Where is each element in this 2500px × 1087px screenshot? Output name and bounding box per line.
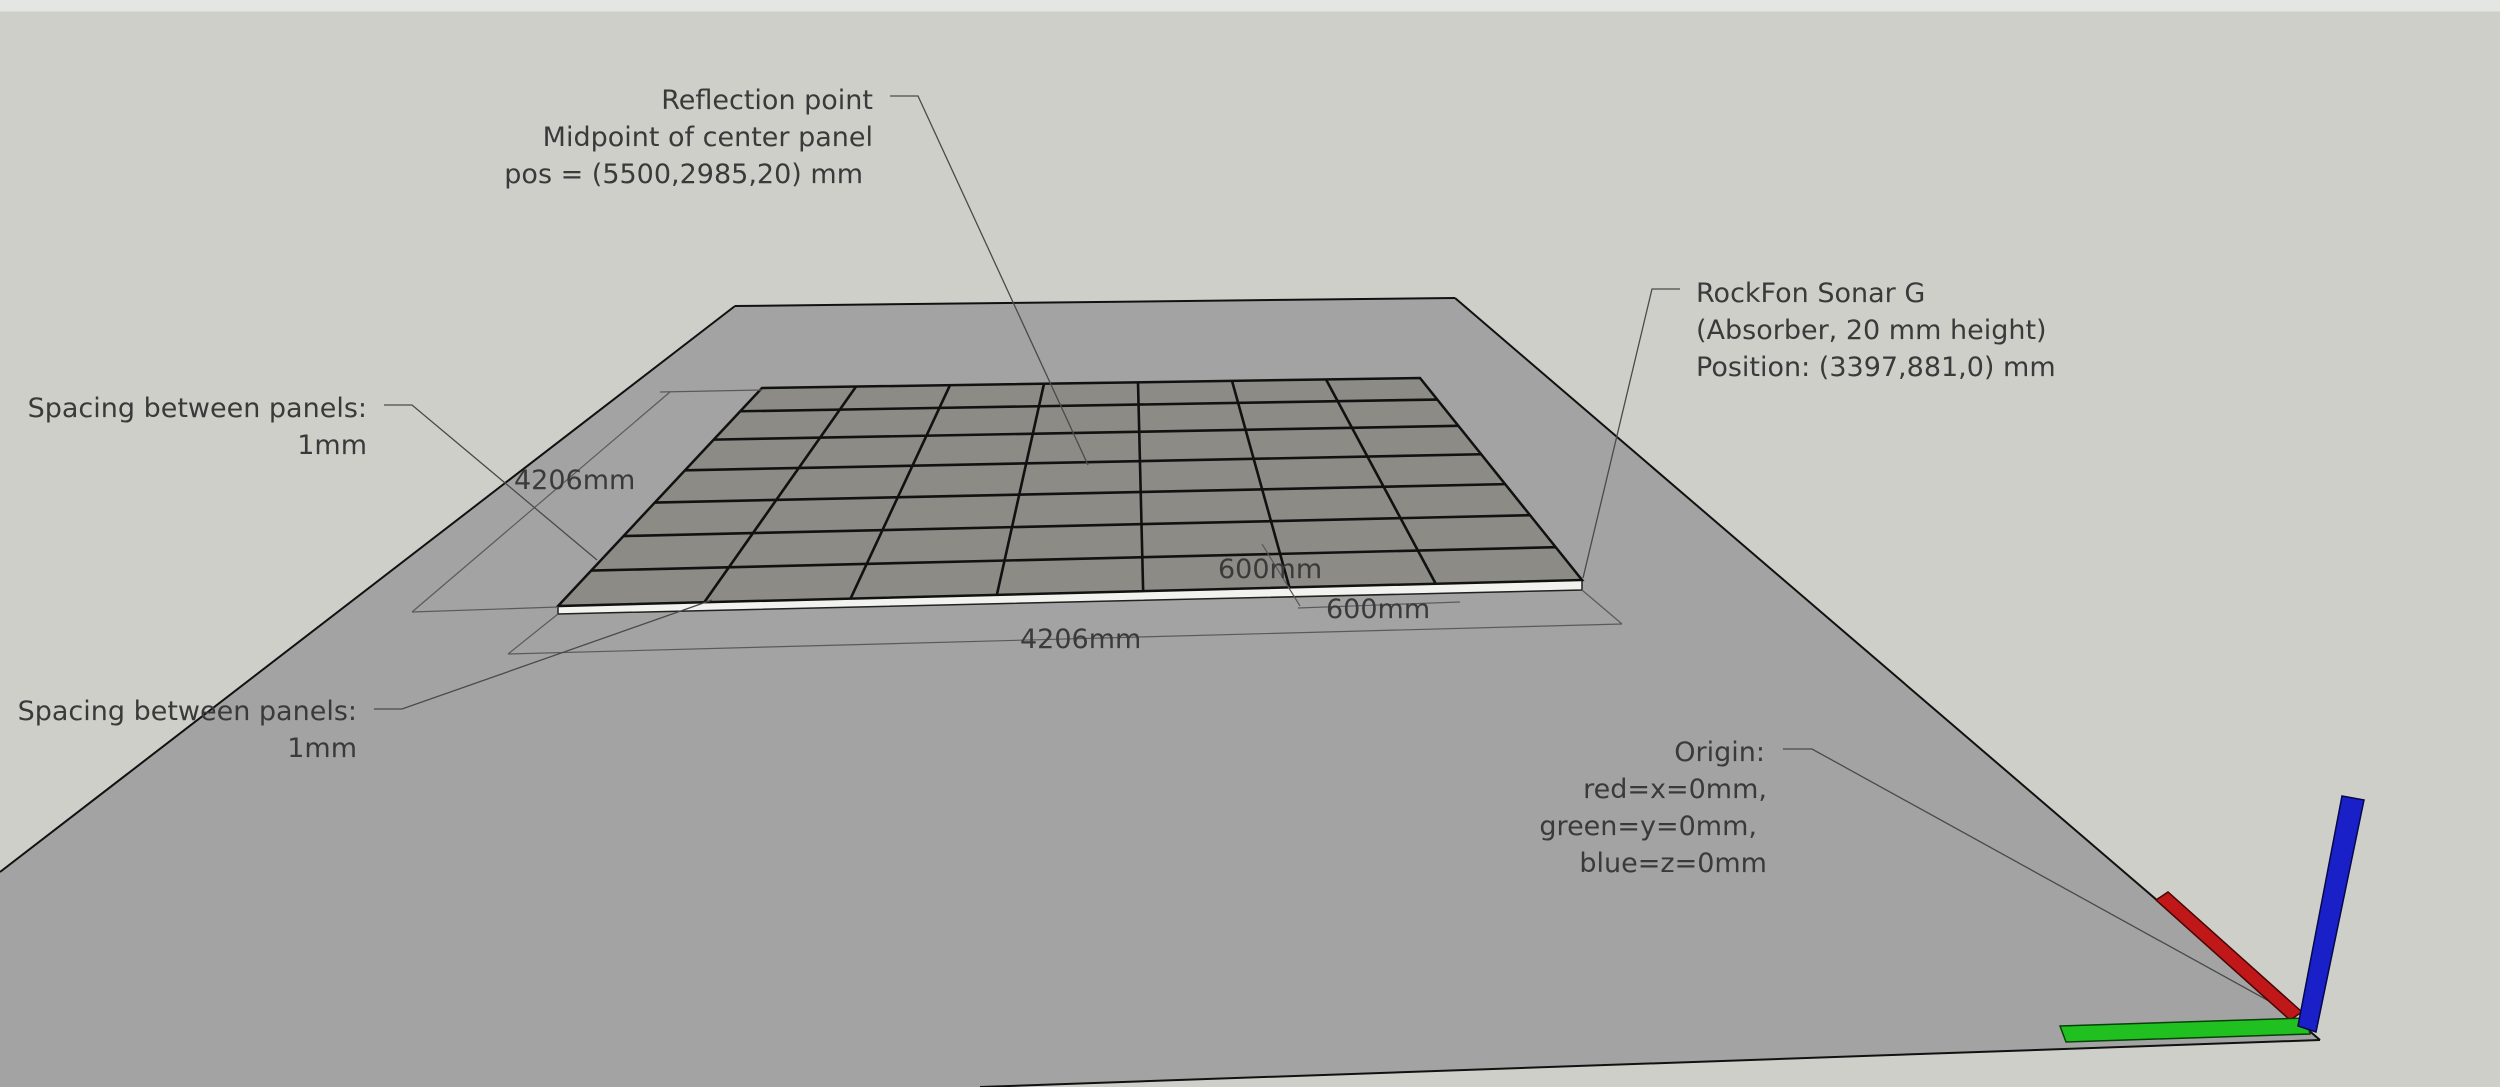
panel-array-top[interactable] (555, 376, 1585, 608)
floor-edge-front (979, 1039, 2321, 1087)
floor-edge-back (734, 297, 1456, 307)
absorber-panel-array[interactable] (555, 376, 1585, 615)
depth-dimension-label: 4206mm (514, 465, 635, 496)
origin-y-value: green=y=0mm, (1539, 811, 1757, 842)
reflection-point-annotation[interactable]: Reflection point Midpoint of center pane… (504, 85, 873, 190)
panel-row-line (591, 545, 1556, 572)
spacing-bottom-title: Spacing between panels: (18, 696, 357, 727)
y-axis-green-bar[interactable] (2058, 1017, 2311, 1043)
origin-annotation[interactable]: Origin: red=x=0mm, green=y=0mm, blue=z=0… (1539, 737, 1767, 879)
z-axis-blue-bar[interactable] (2297, 795, 2365, 1033)
panel-depth-dimension-label: 600mm (1218, 554, 1322, 585)
spacing-top-value: 1mm (297, 430, 367, 461)
panel-row-line (623, 513, 1531, 538)
reflection-point-title: Reflection point (661, 85, 873, 116)
panel-width-dimension-label: 600mm (1326, 594, 1430, 625)
rockfon-position: Position: (3397,881,0) mm (1696, 352, 2056, 383)
panel-grid-lines (591, 378, 1556, 604)
rockfon-title: RockFon Sonar G (1696, 278, 1925, 309)
origin-x-value: red=x=0mm, (1583, 774, 1767, 805)
toolbar-strip (0, 0, 2500, 12)
reflection-point-subtitle: Midpoint of center panel (543, 122, 873, 153)
rockfon-description: (Absorber, 20 mm height) (1696, 315, 2047, 346)
spacing-annotation-bottom[interactable]: Spacing between panels: 1mm (18, 696, 357, 764)
dimension-lines (411, 389, 1623, 655)
axis-gizmo[interactable] (2058, 795, 2365, 1043)
rockfon-annotation[interactable]: RockFon Sonar G (Absorber, 20 mm height)… (1696, 278, 2056, 383)
floor-edge-left (0, 305, 736, 873)
reflection-point-position: pos = (5500,2985,20) mm (504, 159, 863, 190)
floor-plane[interactable] (0, 298, 2320, 1087)
spacing-annotation-top[interactable]: Spacing between panels: 1mm (28, 393, 367, 461)
origin-title: Origin: (1674, 737, 1765, 768)
width-dimension-label: 4206mm (1020, 624, 1141, 655)
spacing-top-title: Spacing between panels: (28, 393, 367, 424)
panel-row-line (740, 398, 1438, 413)
spacing-bottom-value: 1mm (287, 733, 357, 764)
leader-lines (374, 95, 2297, 1017)
panel-row-line (713, 424, 1459, 441)
panel-row-line (684, 452, 1482, 472)
origin-z-value: blue=z=0mm (1579, 848, 1767, 879)
panel-row-line (654, 482, 1506, 504)
